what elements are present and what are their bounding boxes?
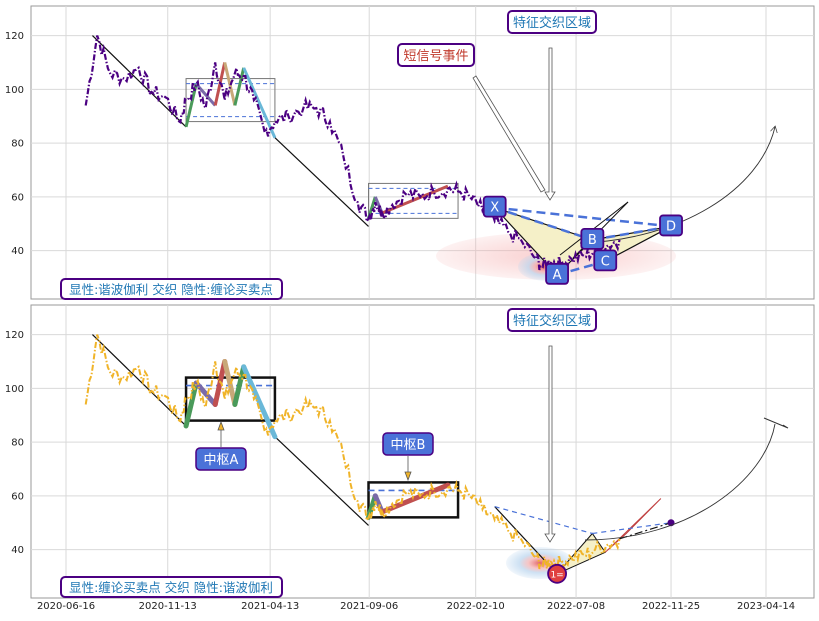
x-axis-ticks: 2020-06-16 2020-11-13 2021-04-13 2021-09-06… bbox=[37, 601, 795, 612]
bottom-region-text: 特征交织区域 bbox=[513, 313, 591, 329]
x-tick-label: 2020-11-13 bbox=[139, 601, 197, 612]
zhongshu-stroke bbox=[242, 67, 277, 139]
zhongshu-stroke bbox=[193, 380, 218, 407]
zhongshu-b-text: 中枢B bbox=[391, 438, 426, 453]
zhongshu-stroke bbox=[232, 364, 247, 407]
y-tick-label: 120 bbox=[5, 330, 24, 341]
zhongshu-b-arrow bbox=[404, 456, 412, 482]
chan-stroke-line bbox=[274, 137, 369, 227]
y-tick-label: 40 bbox=[11, 246, 24, 257]
y-tick-label: 60 bbox=[11, 192, 24, 203]
y-tick-label: 80 bbox=[11, 438, 24, 449]
bottom-overlays bbox=[92, 334, 789, 580]
forecast-curve bbox=[584, 423, 776, 541]
harmonic-point-label: B bbox=[588, 233, 597, 248]
forecast-arrow bbox=[579, 127, 775, 244]
event-label: 短信号事件 bbox=[397, 43, 475, 67]
zhongshu-a-label: 中枢A bbox=[195, 447, 247, 471]
top-price-line bbox=[84, 35, 621, 275]
y-tick-label: 120 bbox=[5, 31, 24, 42]
y-tick-label: 60 bbox=[11, 491, 24, 502]
buy-signal-label: 1= bbox=[550, 570, 563, 580]
harmonic-point-label: C bbox=[601, 254, 610, 269]
harmonic-point-label: X bbox=[490, 201, 499, 216]
x-tick-label: 2022-07-08 bbox=[547, 601, 605, 612]
bottom-panel: 40 60 80 100 120 2020-06-16 2020-11-13 2021-04… bbox=[5, 304, 815, 612]
top-title-box: 显性:谐波伽利 交织 隐性:缠论买卖点 bbox=[60, 278, 283, 300]
bottom-price-line bbox=[84, 334, 621, 573]
harmonic-point-badge bbox=[545, 262, 569, 285]
harmonic-point-label: A bbox=[553, 268, 562, 283]
harmonic-ratio-line bbox=[494, 206, 672, 228]
hidden-harmonic-dash bbox=[494, 506, 593, 535]
top-title-text: 显性:谐波伽利 交织 隐性:缠论买卖点 bbox=[69, 282, 273, 297]
hidden-harmonic-dash bbox=[592, 522, 672, 535]
top-region-text: 特征交织区域 bbox=[513, 15, 591, 31]
y-tick-label: 40 bbox=[11, 545, 24, 556]
hidden-harmonic-triangle bbox=[604, 498, 662, 553]
chan-stroke-line bbox=[92, 334, 187, 427]
top-region-label: 特征交织区域 bbox=[507, 10, 597, 34]
x-tick-label: 2022-02-10 bbox=[447, 601, 505, 612]
forecast-curve-end bbox=[763, 417, 789, 429]
zhongshu-b-label: 中枢B bbox=[382, 432, 434, 456]
harmonic-point-badge bbox=[659, 214, 683, 237]
zhongshu-box bbox=[368, 182, 459, 219]
buy-signal-marker bbox=[547, 563, 567, 584]
chan-stroke-line bbox=[92, 35, 187, 128]
zhongshu-stroke bbox=[183, 380, 199, 429]
bottom-annotations: 1= bbox=[547, 563, 567, 584]
harmonic-point-badge bbox=[593, 249, 618, 272]
harmonic-point-badge bbox=[580, 227, 605, 250]
zhongshu-a-text: 中枢A bbox=[204, 453, 239, 468]
event-arrow bbox=[472, 75, 546, 193]
chan-stroke-line bbox=[274, 436, 369, 526]
hidden-harmonic-dash bbox=[619, 522, 672, 540]
harmonic-point-badge bbox=[482, 195, 507, 218]
top-plot-frame bbox=[30, 5, 815, 300]
region-arrow bbox=[544, 47, 556, 201]
bottom-grid bbox=[31, 305, 814, 598]
bottom-plot-frame bbox=[30, 304, 815, 599]
zhongshu-stroke bbox=[233, 67, 246, 106]
x-tick-label: 2020-06-16 bbox=[37, 601, 95, 612]
zhongshu-a-arrow bbox=[217, 420, 225, 447]
top-panel: 40 60 80 100 120 X A BC D bbox=[5, 5, 815, 300]
bottom-y-ticks: 40 60 80 100 120 bbox=[5, 330, 24, 556]
y-tick-label: 80 bbox=[11, 139, 24, 150]
event-label-text: 短信号事件 bbox=[403, 49, 468, 64]
harmonic-point-label: D bbox=[666, 219, 676, 234]
zhongshu-stroke bbox=[195, 82, 217, 107]
x-tick-label: 2023-04-14 bbox=[737, 601, 795, 612]
zhongshu-box bbox=[367, 481, 460, 519]
x-tick-label: 2021-04-13 bbox=[241, 601, 299, 612]
zhongshu-stroke bbox=[241, 364, 278, 440]
x-tick-label: 2021-09-06 bbox=[340, 601, 398, 612]
bottom-title-box: 显性:缠论买卖点 交织 隐性:谐波伽利 bbox=[60, 576, 283, 598]
top-overlays bbox=[92, 35, 775, 281]
y-tick-label: 100 bbox=[5, 85, 24, 96]
bottom-region-label: 特征交织区域 bbox=[507, 308, 597, 332]
region-arrow bbox=[544, 345, 556, 543]
top-y-ticks: 40 60 80 100 120 bbox=[5, 31, 24, 257]
x-tick-label: 2022-11-25 bbox=[642, 601, 700, 612]
top-annotations: X A BC D bbox=[482, 195, 683, 285]
harmonic-ratio-line bbox=[494, 206, 593, 242]
zhongshu-stroke bbox=[222, 358, 238, 407]
y-tick-label: 100 bbox=[5, 384, 24, 395]
bottom-title-text: 显性:缠论买卖点 交织 隐性:谐波伽利 bbox=[69, 580, 273, 595]
